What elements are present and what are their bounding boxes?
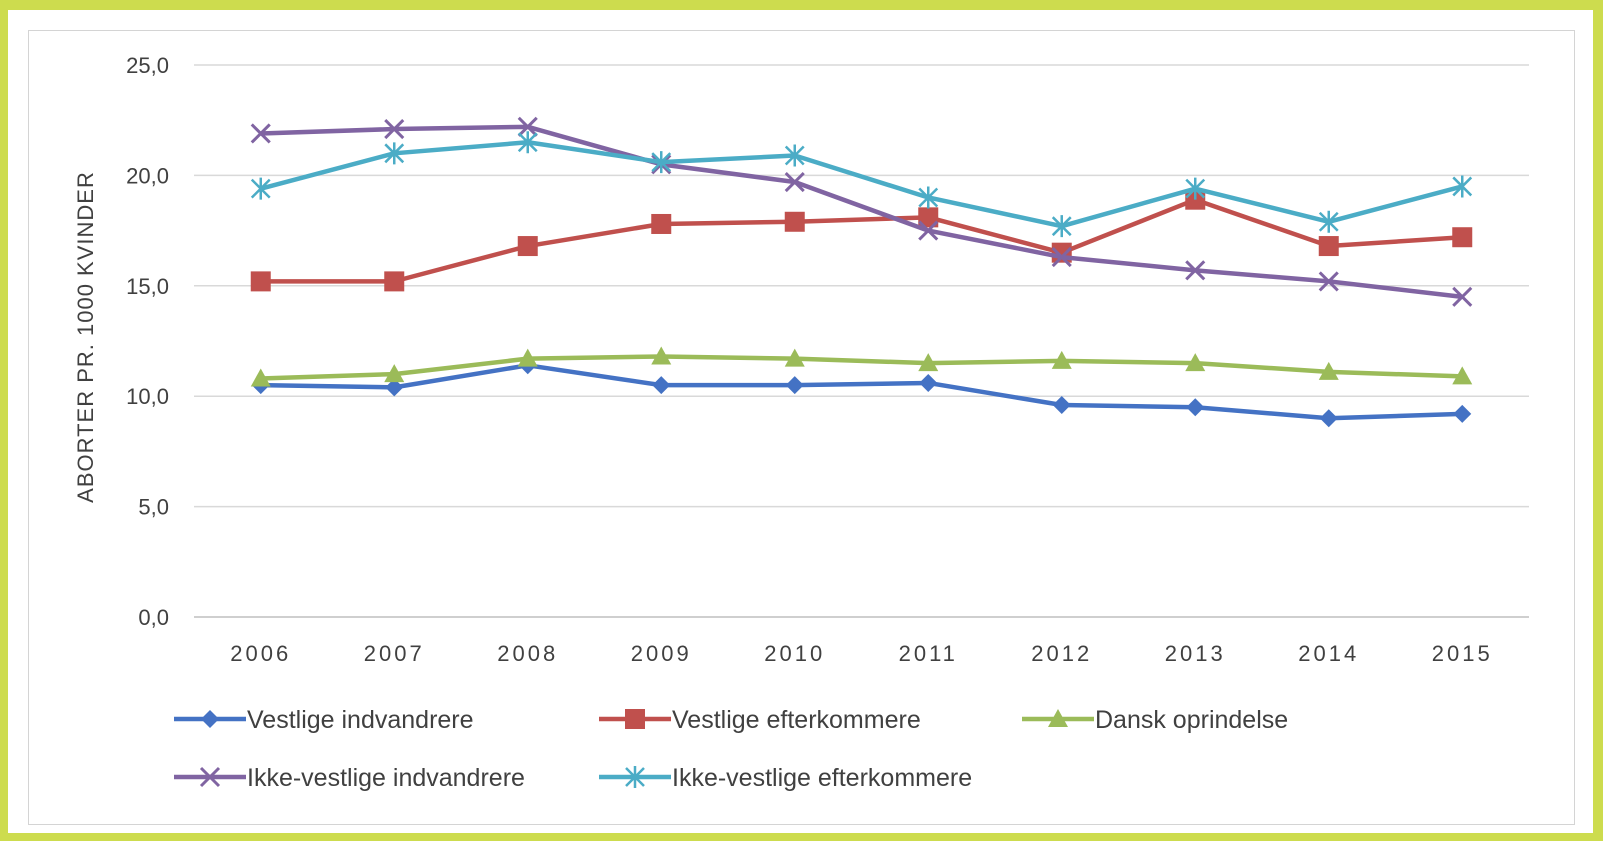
y-tick-label: 0,0 bbox=[138, 605, 169, 630]
legend-label: Ikke-vestlige efterkommere bbox=[672, 764, 972, 792]
data-point bbox=[918, 353, 939, 372]
data-point bbox=[250, 271, 271, 292]
data-point bbox=[652, 376, 671, 395]
legend-item: Vestlige indvandrere bbox=[174, 706, 474, 734]
data-point bbox=[517, 131, 538, 154]
legend-marker bbox=[625, 709, 645, 729]
y-tick-label: 5,0 bbox=[138, 495, 169, 520]
series-vestlige-indvandrere bbox=[251, 356, 1472, 428]
legend: Vestlige indvandrere Vestlige efterkommer… bbox=[174, 706, 1288, 792]
data-point bbox=[785, 376, 804, 395]
series-ikke-vestlige-efterkommere bbox=[250, 131, 1473, 238]
x-tick-label: 2012 bbox=[1031, 641, 1092, 666]
x-tick-label: 2010 bbox=[764, 641, 825, 666]
x-tick-label: 2007 bbox=[364, 641, 425, 666]
data-point bbox=[1185, 353, 1206, 372]
legend-marker bbox=[625, 766, 645, 788]
y-axis-ticks: 0,0 5,0 10,0 15,0 20,0 25,0 bbox=[126, 53, 169, 630]
data-point bbox=[918, 220, 939, 241]
x-tick-label: 2013 bbox=[1165, 641, 1226, 666]
data-point bbox=[784, 348, 805, 367]
legend-marker bbox=[201, 710, 219, 728]
data-point bbox=[517, 116, 538, 137]
legend-item: Dansk oprindelse bbox=[1022, 706, 1288, 734]
series-dansk-oprindelse bbox=[250, 346, 1473, 387]
legend-label: Vestlige efterkommere bbox=[672, 706, 921, 734]
x-tick-label: 2011 bbox=[899, 641, 958, 666]
panel: 0,0 5,0 10,0 15,0 20,0 25,0 2006 2007 2008 2009 2… bbox=[8, 10, 1593, 833]
series-line bbox=[260, 140, 1463, 229]
y-tick-label: 15,0 bbox=[126, 274, 169, 299]
series-group bbox=[250, 116, 1473, 428]
data-point bbox=[651, 151, 672, 174]
data-point bbox=[1319, 409, 1338, 428]
data-point bbox=[651, 346, 672, 365]
series-line bbox=[260, 124, 1463, 300]
data-point bbox=[517, 348, 538, 367]
y-tick-label: 20,0 bbox=[126, 163, 169, 188]
x-tick-label: 2015 bbox=[1432, 641, 1493, 666]
data-point bbox=[1185, 260, 1206, 281]
data-point bbox=[1052, 396, 1071, 415]
data-point bbox=[918, 207, 939, 228]
data-point bbox=[1453, 404, 1472, 423]
y-tick-label: 10,0 bbox=[126, 384, 169, 409]
legend-label: Ikke-vestlige indvandrere bbox=[247, 764, 525, 792]
legend-label: Dansk oprindelse bbox=[1095, 706, 1288, 734]
data-point bbox=[1318, 236, 1339, 257]
x-tick-label: 2009 bbox=[631, 641, 692, 666]
x-tick-label: 2006 bbox=[230, 641, 291, 666]
data-point bbox=[250, 177, 271, 200]
series-line bbox=[260, 363, 1463, 421]
y-tick-label: 25,0 bbox=[126, 53, 169, 78]
x-tick-label: 2014 bbox=[1298, 641, 1359, 666]
data-point bbox=[384, 118, 405, 140]
series-ikke-vestlige-indvandrere bbox=[250, 116, 1473, 307]
data-point bbox=[1452, 366, 1473, 385]
data-point bbox=[918, 186, 939, 209]
legend-marker bbox=[1048, 709, 1068, 727]
data-point bbox=[1051, 215, 1072, 238]
series-line bbox=[260, 354, 1463, 381]
data-point bbox=[1318, 271, 1339, 292]
data-point bbox=[250, 123, 271, 144]
data-point bbox=[651, 213, 672, 234]
data-point bbox=[1452, 286, 1473, 307]
data-point bbox=[1051, 247, 1072, 268]
data-point bbox=[784, 211, 805, 232]
data-point bbox=[1186, 398, 1205, 417]
legend-item: Ikke-vestlige efterkommere bbox=[599, 764, 972, 792]
data-point bbox=[1452, 227, 1473, 248]
data-point bbox=[784, 171, 805, 193]
data-point bbox=[250, 368, 271, 387]
legend-item: Ikke-vestlige indvandrere bbox=[174, 764, 525, 792]
data-point bbox=[1452, 175, 1473, 198]
series-line bbox=[260, 197, 1463, 284]
data-point bbox=[919, 373, 938, 392]
data-point bbox=[384, 271, 405, 292]
data-point bbox=[517, 236, 538, 257]
chart-container: 0,0 5,0 10,0 15,0 20,0 25,0 2006 2007 2008 2009 2… bbox=[28, 30, 1575, 825]
line-chart: 0,05,010,015,020,025,0 2006 2007 2008 2009 2… bbox=[73, 53, 1529, 792]
legend-item: Vestlige efterkommere bbox=[599, 706, 921, 734]
y-axis-label: ABORTER PR. 1000 KVINDER bbox=[73, 171, 98, 503]
data-point bbox=[784, 144, 805, 167]
legend-label: Vestlige indvandrere bbox=[247, 706, 474, 734]
data-point bbox=[1051, 350, 1072, 369]
x-axis-ticks: 2006 2007 2008 2009 2010 2011 2012 2013 2014 2015 bbox=[230, 641, 1493, 666]
data-point bbox=[384, 142, 405, 165]
data-point bbox=[1318, 210, 1339, 233]
x-tick-label: 2008 bbox=[497, 641, 558, 666]
data-point bbox=[385, 378, 404, 397]
legend-marker bbox=[199, 766, 221, 788]
data-point bbox=[1185, 177, 1206, 200]
data-point bbox=[384, 364, 405, 383]
data-point bbox=[1318, 361, 1339, 380]
